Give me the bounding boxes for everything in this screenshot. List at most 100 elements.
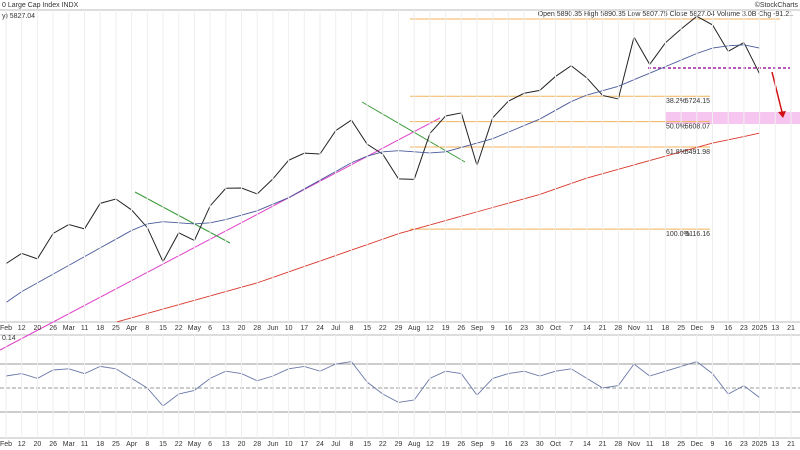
x-tick-label: 26 xyxy=(49,325,57,332)
x-tick-label: 14 xyxy=(583,441,591,448)
x-tick-label: 26 xyxy=(49,441,57,448)
level-value: 5724.15 xyxy=(685,98,710,105)
x-tick-label: Mar xyxy=(63,325,76,332)
watermark: ©StockCharts xyxy=(755,1,799,9)
x-tick-label: 13 xyxy=(771,441,779,448)
x-tick-label: 13 xyxy=(771,325,779,332)
x-tick-label: 11 xyxy=(646,325,653,332)
level-label: 61.8% xyxy=(666,149,686,156)
x-tick-label: 16 xyxy=(505,441,513,448)
x-tick-label: Dec xyxy=(691,441,704,448)
x-tick-label: 30 xyxy=(536,441,544,448)
x-tick-label: Jul xyxy=(331,441,340,448)
x-tick-label: 25 xyxy=(112,441,120,448)
x-tick-label: 2025 xyxy=(752,441,768,448)
arrow-head xyxy=(778,111,786,118)
x-tick-label: Jun xyxy=(267,441,278,448)
x-tick-label: 23 xyxy=(520,441,528,448)
trend-line xyxy=(361,101,466,163)
x-tick-label: 28 xyxy=(614,325,622,332)
x-tick-label: 13 xyxy=(222,325,230,332)
x-tick-label: 25 xyxy=(677,325,685,332)
x-tick-label: Apr xyxy=(126,441,138,448)
x-tick-label: 17 xyxy=(300,441,308,448)
x-tick-label: 15 xyxy=(159,441,167,448)
x-tick-label: 22 xyxy=(379,325,387,332)
x-tick-label: 12 xyxy=(426,325,434,332)
x-tick-label: Feb xyxy=(0,325,12,332)
x-tick-label: 6 xyxy=(208,441,212,448)
x-tick-label: Apr xyxy=(126,325,138,332)
x-tick-label: 18 xyxy=(96,325,104,332)
x-tick-label: 18 xyxy=(662,441,670,448)
level-label: 50.0% xyxy=(666,123,686,130)
x-tick-label: Dec xyxy=(691,325,704,332)
x-tick-label: 23 xyxy=(740,325,748,332)
indicator-label: 0.14 xyxy=(2,335,16,342)
x-tick-label: 8 xyxy=(349,325,353,332)
level-value: 5116.16 xyxy=(685,231,710,238)
x-tick-label: 20 xyxy=(238,325,246,332)
x-tick-label: 11 xyxy=(646,441,653,448)
x-tick-label: 20 xyxy=(34,325,42,332)
level-value: 5491.98 xyxy=(685,149,710,156)
x-tick-label: 28 xyxy=(253,441,261,448)
x-tick-label: 21 xyxy=(787,325,795,332)
x-tick-label: 15 xyxy=(363,441,371,448)
x-tick-label: 11 xyxy=(81,441,88,448)
x-tick-label: 8 xyxy=(145,441,149,448)
x-tick-label: 16 xyxy=(724,441,732,448)
x-tick-label: 21 xyxy=(787,441,795,448)
x-tick-label: Jul xyxy=(331,325,340,332)
level-value: 5608.07 xyxy=(685,123,710,130)
x-tick-label: 12 xyxy=(426,441,434,448)
arrow xyxy=(771,71,783,113)
x-tick-label: 12 xyxy=(18,441,26,448)
x-tick-label: Sep xyxy=(471,441,484,448)
x-tick-label: 15 xyxy=(363,325,371,332)
x-tick-label: 20 xyxy=(238,441,246,448)
x-tick-label: Oct xyxy=(550,441,561,448)
x-tick-label: 9 xyxy=(711,441,715,448)
x-tick-label: Aug xyxy=(408,325,421,332)
x-tick-label: Mar xyxy=(63,441,76,448)
x-tick-label: 24 xyxy=(316,325,324,332)
x-tick-label: 22 xyxy=(175,325,183,332)
x-tick-label: 7 xyxy=(569,325,573,332)
x-tick-label: 25 xyxy=(677,441,685,448)
x-tick-label: Nov xyxy=(628,441,641,448)
legend-label: y) 5827.04 xyxy=(2,13,35,20)
x-tick-label: 22 xyxy=(175,441,183,448)
x-tick-label: 22 xyxy=(379,441,387,448)
x-tick-label: 12 xyxy=(18,325,26,332)
x-tick-label: 28 xyxy=(614,441,622,448)
x-tick-label: 23 xyxy=(740,441,748,448)
x-tick-label: 11 xyxy=(81,325,88,332)
x-tick-label: 24 xyxy=(316,441,324,448)
x-tick-label: May xyxy=(188,325,202,332)
x-tick-label: 28 xyxy=(253,325,261,332)
x-tick-label: 9 xyxy=(491,441,495,448)
x-tick-label: 21 xyxy=(599,441,607,448)
x-tick-label: 26 xyxy=(457,441,465,448)
x-tick-label: Nov xyxy=(628,325,641,332)
x-tick-label: 6 xyxy=(208,325,212,332)
chart-title: 0 Large Cap Index INDX xyxy=(2,2,79,9)
x-tick-label: 21 xyxy=(599,325,607,332)
x-tick-label: 23 xyxy=(520,325,528,332)
x-tick-label: Aug xyxy=(408,441,421,448)
level-label: 38.2% xyxy=(666,98,686,105)
x-tick-label: 18 xyxy=(662,325,670,332)
x-tick-label: 2025 xyxy=(752,325,768,332)
x-tick-label: Jun xyxy=(267,325,278,332)
x-tick-label: 10 xyxy=(285,441,293,448)
x-tick-label: Sep xyxy=(471,325,484,332)
x-tick-label: 29 xyxy=(395,325,403,332)
trend-line xyxy=(134,191,231,244)
x-tick-label: 7 xyxy=(569,441,573,448)
x-tick-label: 20 xyxy=(34,441,42,448)
level-label: 100.0% xyxy=(666,231,690,238)
x-tick-label: 19 xyxy=(442,325,450,332)
